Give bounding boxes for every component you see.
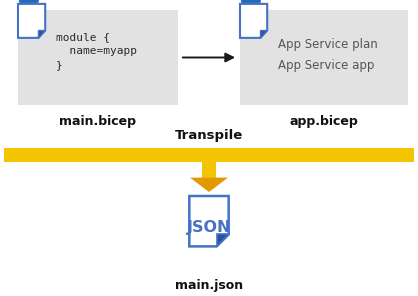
FancyBboxPatch shape [242, 0, 260, 3]
Polygon shape [217, 234, 229, 246]
Text: main.bicep: main.bicep [59, 115, 137, 128]
Polygon shape [38, 30, 45, 38]
Polygon shape [18, 4, 45, 38]
Text: app.bicep: app.bicep [290, 115, 358, 128]
FancyBboxPatch shape [20, 0, 38, 3]
Bar [240, 10, 408, 105]
Polygon shape [190, 178, 228, 192]
Polygon shape [240, 4, 267, 38]
Text: module {
  name=myapp
}: module { name=myapp } [56, 32, 137, 70]
Text: Transpile: Transpile [175, 130, 243, 142]
Text: App Service plan
App Service app: App Service plan App Service app [278, 38, 378, 72]
Bar [4, 148, 414, 162]
Bar [202, 162, 216, 178]
Bar [18, 10, 178, 105]
Polygon shape [260, 30, 267, 38]
Text: main.json: main.json [175, 279, 243, 292]
Polygon shape [189, 196, 229, 246]
Text: JSON: JSON [187, 220, 231, 235]
